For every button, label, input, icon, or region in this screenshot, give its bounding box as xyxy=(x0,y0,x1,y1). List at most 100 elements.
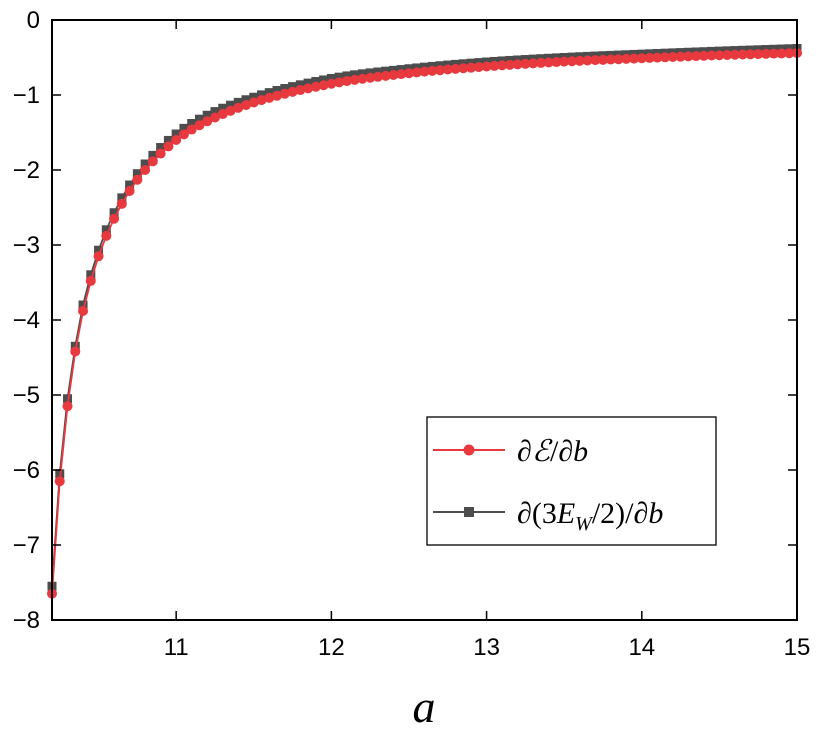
series-1-point xyxy=(217,109,228,120)
series-1-point xyxy=(186,124,197,135)
series-2-point xyxy=(125,180,135,190)
series-2-point xyxy=(187,119,197,128)
series-1-point xyxy=(535,57,546,68)
series-1-point xyxy=(605,54,616,65)
series-2-point xyxy=(326,74,336,83)
series-2-point xyxy=(342,71,352,81)
y-tick-label-1: −1 xyxy=(13,82,40,109)
series-2-point xyxy=(319,75,329,85)
series-2-point xyxy=(86,270,96,280)
series-1-point xyxy=(435,65,446,76)
y-tick-label-4: −4 xyxy=(13,307,40,334)
series-1-point xyxy=(473,62,484,73)
series-2-point xyxy=(132,169,142,179)
series-2-point xyxy=(233,97,243,107)
x-tick-label-14: 14 xyxy=(628,634,655,661)
series-1-point xyxy=(233,102,244,113)
y-tick-label-6: −6 xyxy=(13,457,40,484)
series-1-point xyxy=(194,120,205,131)
y-tick-label-7: −7 xyxy=(13,532,40,559)
series-1-point xyxy=(341,76,352,87)
series-1-point xyxy=(225,105,236,116)
series-2-point xyxy=(295,80,305,90)
series-1-point xyxy=(171,135,182,145)
series-2-point xyxy=(303,78,313,88)
legend-marker-series-2 xyxy=(464,507,474,517)
series-1-point xyxy=(582,55,593,66)
legend: ∂ℰ/∂b ∂(3EW/2)/∂b xyxy=(426,416,717,546)
series-1-point xyxy=(698,50,709,61)
series-1-point xyxy=(318,80,329,91)
series-1-point xyxy=(597,54,608,65)
series-2-point xyxy=(117,193,127,203)
x-axis-title: a xyxy=(413,681,436,732)
series-1-point xyxy=(466,62,477,73)
series-1-point xyxy=(147,156,158,167)
series-1-point xyxy=(124,186,135,196)
y-tick-label-0: 0 xyxy=(27,7,40,34)
series-1-point xyxy=(551,57,562,68)
series-1-point xyxy=(574,55,585,66)
series-1-point xyxy=(683,51,694,62)
series-1-point xyxy=(737,49,748,60)
series-1-point xyxy=(636,53,647,64)
series-1-point xyxy=(442,64,453,75)
series-1-point xyxy=(427,65,438,76)
series-1-point xyxy=(691,51,702,62)
series-2-point xyxy=(171,129,181,139)
series-2-point xyxy=(257,90,267,100)
y-tick-label-5: −5 xyxy=(13,382,40,409)
series-1-point xyxy=(411,67,422,78)
ticks-layer: 11 12 13 14 15 0 −1 −2 −3 −4 −5 −6 −7 −8 xyxy=(13,7,811,661)
series-2-point xyxy=(241,95,251,105)
x-tick-label-11: 11 xyxy=(164,634,189,661)
series-2-point xyxy=(70,341,80,351)
series-2-point xyxy=(334,72,344,82)
series-1-point xyxy=(287,86,298,97)
series-1-point xyxy=(116,198,127,209)
series-1-point xyxy=(132,174,143,185)
series-1-point xyxy=(528,58,539,69)
series-1-point xyxy=(155,148,166,159)
series-2-point xyxy=(218,103,228,113)
series-2-point xyxy=(109,208,119,218)
series-1-point xyxy=(349,74,360,85)
series-1-point xyxy=(178,129,189,140)
y-tick-label-8: −8 xyxy=(13,607,40,634)
series-1-point xyxy=(85,275,96,286)
series-1-point xyxy=(629,53,640,64)
series-2-point xyxy=(156,143,166,153)
x-tick-label-15: 15 xyxy=(784,634,811,661)
series-1-point xyxy=(714,50,725,61)
series-1-point xyxy=(497,60,508,71)
series-2-point xyxy=(148,150,158,160)
series-1-point xyxy=(279,88,290,99)
series-1-point xyxy=(760,48,771,59)
series-1-point xyxy=(372,71,383,82)
series-1-point xyxy=(458,63,469,74)
series-1-point xyxy=(667,51,678,62)
series-2-point xyxy=(249,92,259,102)
series-2-point xyxy=(140,159,150,169)
series-1-point xyxy=(403,68,414,79)
series-1-point xyxy=(140,165,151,175)
x-tick-label-12: 12 xyxy=(318,634,345,661)
y-tick-label-2: −2 xyxy=(13,157,40,184)
series-2-point xyxy=(225,100,235,110)
series-1-point xyxy=(256,95,267,106)
series-1-point xyxy=(248,97,259,108)
series-1-point xyxy=(334,77,345,88)
series-1-point xyxy=(396,69,407,80)
series-1-point xyxy=(326,78,337,89)
series-1-point xyxy=(621,53,632,64)
legend-marker-series-1 xyxy=(463,444,475,456)
series-1-point xyxy=(54,476,65,487)
series-1-point xyxy=(512,59,523,70)
series-1-point xyxy=(93,251,104,262)
series-1-point xyxy=(357,73,368,84)
series-2-point xyxy=(280,84,290,94)
series-1-point xyxy=(303,83,314,94)
series-1-point xyxy=(660,52,671,63)
series-1-point xyxy=(706,50,717,61)
